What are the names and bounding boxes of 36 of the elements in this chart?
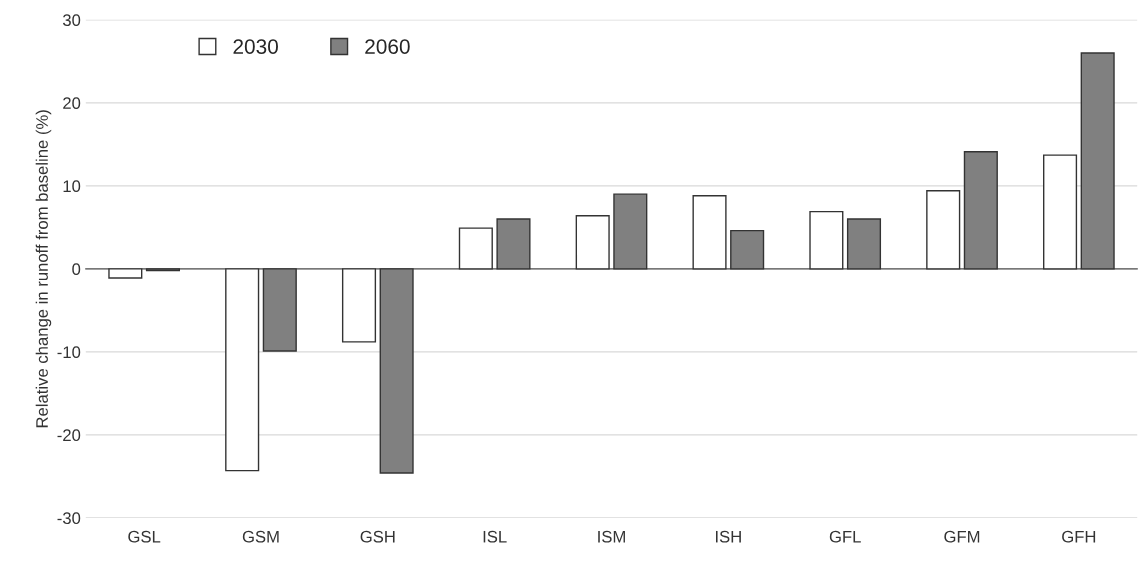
x-tick-label: GSL (128, 530, 161, 543)
x-tick-label: ISL (483, 530, 507, 543)
bar (1043, 154, 1078, 270)
y-tick-label: -10 (57, 346, 81, 359)
y-tick-label: 0 (72, 263, 81, 276)
bar (341, 268, 377, 343)
x-tick-label: GFM (944, 530, 980, 543)
x-tick-label: GFL (829, 530, 861, 543)
bar (225, 268, 260, 472)
y-tick-label: 10 (63, 180, 81, 193)
bar (262, 268, 297, 352)
bar (379, 268, 414, 474)
y-tick-label: -20 (57, 429, 81, 442)
bar (809, 210, 844, 270)
x-tick-label: GSM (242, 530, 279, 543)
legend-label: 2030 (233, 39, 278, 54)
y-tick-label: -30 (57, 512, 81, 525)
bar (458, 227, 493, 270)
bar (108, 268, 143, 279)
bar (846, 218, 882, 270)
bar (963, 151, 998, 270)
bar (496, 218, 531, 270)
bar (1080, 52, 1115, 270)
x-tick-label: GSH (360, 530, 395, 543)
legend-label: 2060 (365, 39, 410, 54)
x-tick-label: ISM (598, 530, 625, 543)
y-tick-label: 20 (63, 97, 81, 110)
bar (575, 215, 610, 270)
bar (692, 195, 727, 270)
y-axis-title: Relative change in runoff from baseline (%) (35, 110, 52, 428)
x-tick-label: ISH (715, 530, 741, 543)
bar (730, 229, 765, 270)
bar (926, 190, 961, 270)
x-tick-label: GFH (1062, 530, 1096, 543)
y-tick-label: 30 (62, 14, 81, 27)
bar (613, 193, 648, 270)
